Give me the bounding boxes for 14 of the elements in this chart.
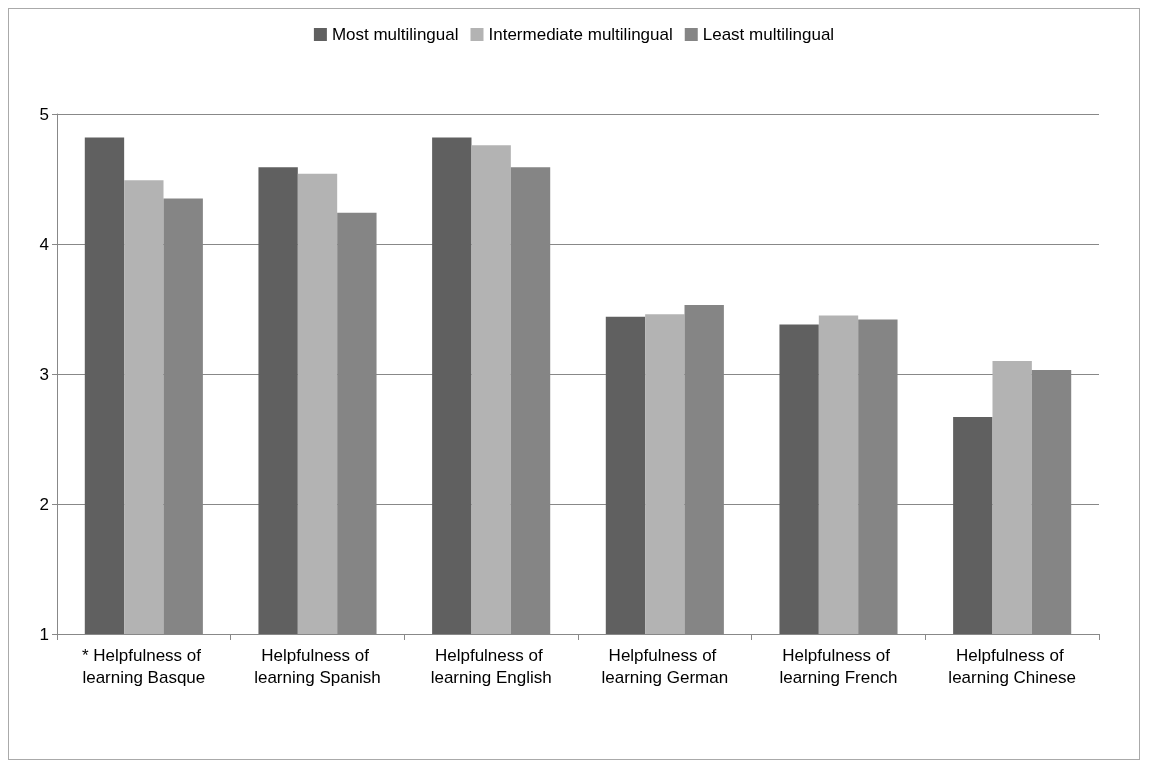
y-tick-label: 4 [39, 234, 49, 254]
legend-label: Least multilingual [702, 25, 835, 44]
y-tick-label: 2 [39, 494, 49, 514]
x-tick-label: Helpfulness of learning German [601, 645, 729, 687]
x-tick-label: * Helpfulness of learning Basque [81, 645, 206, 687]
y-tick-label: 3 [39, 364, 49, 384]
x-tick-label: Helpfulness of learning English [430, 645, 552, 687]
y-tick-label: 1 [39, 624, 49, 644]
x-tick-label: Helpfulness of learning Chinese [948, 645, 1076, 687]
legend-label: Most multilingual [331, 25, 459, 44]
y-tick-label: 5 [39, 104, 49, 124]
x-tick-label: Helpfulness of learning French [779, 645, 898, 687]
legend-label: Intermediate multilingual [488, 25, 673, 44]
x-tick-label: Helpfulness of learning Spanish [254, 645, 381, 687]
